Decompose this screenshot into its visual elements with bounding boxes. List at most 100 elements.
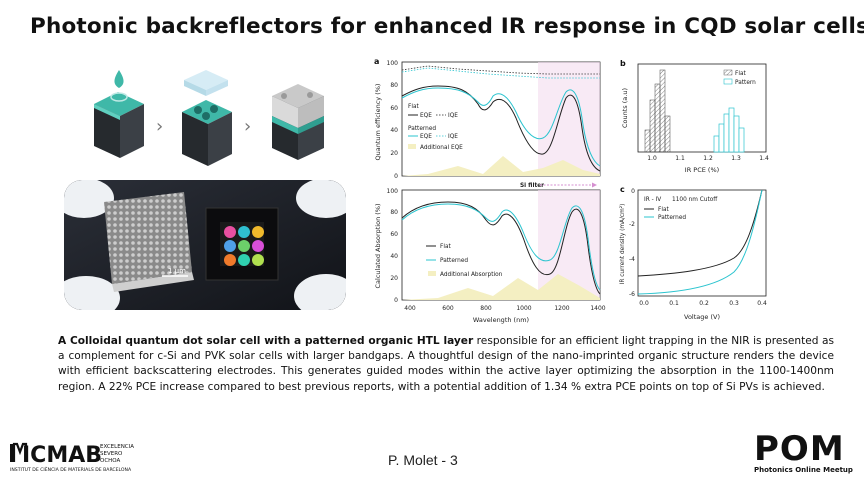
svg-text:1400: 1400 <box>590 305 605 312</box>
panel-a-yticks: 0 20 40 60 80 100 <box>387 60 399 180</box>
svg-text:1200: 1200 <box>554 305 569 312</box>
svg-text:1.3: 1.3 <box>731 155 741 162</box>
svg-text:100: 100 <box>387 60 399 67</box>
panel-c-xlabel: Voltage (V) <box>684 313 720 321</box>
svg-text:Flat: Flat <box>408 104 419 110</box>
svg-text:Patterned: Patterned <box>440 258 468 264</box>
svg-text:1000: 1000 <box>516 305 531 312</box>
panel-a2-calculated-absorption: 0 20 40 60 80 100 400 600 800 1000 1200 … <box>374 188 606 324</box>
svg-text:1.4: 1.4 <box>759 155 769 162</box>
additional-eqe-area <box>402 156 600 176</box>
panel-a2-xlabel: Wavelength (nm) <box>473 316 529 324</box>
svg-text:-6: -6 <box>629 291 635 298</box>
summary-bold-lead: A Colloidal quantum dot solar cell with … <box>58 335 474 347</box>
svg-text:1.0: 1.0 <box>647 155 657 162</box>
panel-b-histogram: b Flat Pattern 1.0 1.1 1.2 1.3 1.4 Count… <box>620 59 769 174</box>
scale-bar-label: 1 μm <box>168 267 186 275</box>
panel-a2-ylabel: Calculated Absorption (%) <box>374 203 382 288</box>
device-cube-2 <box>182 70 232 166</box>
solar-cell-chip <box>205 207 279 281</box>
absorption-flat-line <box>401 201 601 295</box>
svg-text:0.1: 0.1 <box>669 300 679 307</box>
si-filter-region <box>538 62 600 176</box>
svg-text:0.3: 0.3 <box>729 300 739 307</box>
iqe-flat-line <box>401 65 600 75</box>
slide-title: Photonic backreflectors for enhanced IR … <box>30 14 864 39</box>
svg-text:40: 40 <box>390 127 398 134</box>
severo-ochoa-line-2: SEVERO <box>100 451 123 457</box>
svg-text:20: 20 <box>390 150 398 157</box>
icmab-caption: INSTITUT DE CIÈNCIA DE MATERIALS DE BARC… <box>10 465 132 473</box>
svg-text:0: 0 <box>631 188 635 195</box>
svg-text:Additional Absorption: Additional Absorption <box>440 272 503 278</box>
panel-b-xlabel: IR PCE (%) <box>685 166 719 174</box>
svg-text:Flat: Flat <box>735 71 746 77</box>
panel-a2-yticks: 0 20 40 60 80 100 <box>387 188 399 304</box>
svg-text:0: 0 <box>394 297 398 304</box>
arrow-right-icon-2: › <box>244 116 251 137</box>
svg-text:20: 20 <box>390 275 398 282</box>
device-cube-3 <box>272 84 324 160</box>
panel-b-legend: Flat Pattern <box>723 69 756 86</box>
svg-text:IQE: IQE <box>448 113 458 119</box>
svg-text:Patterned: Patterned <box>408 126 436 132</box>
svg-text:0.2: 0.2 <box>699 300 709 307</box>
panel-a2-xticks: 400 600 800 1000 1200 1400 <box>404 305 606 312</box>
additional-absorption-area <box>402 274 600 300</box>
eqe-patterned-line <box>401 87 601 167</box>
panel-b-label: b <box>620 59 626 68</box>
pattern-bars <box>713 107 745 153</box>
panel-a-quantum-efficiency: a 0 20 40 60 80 100 Quantum efficiency (… <box>374 57 601 189</box>
absorption-patterned-line <box>401 203 601 291</box>
svg-text:0: 0 <box>394 173 398 180</box>
icmab-logo-text: ICMAB <box>22 443 102 468</box>
si-filter-label: Si filter <box>520 183 544 189</box>
svg-text:100: 100 <box>387 188 399 195</box>
iqe-patterned-line <box>401 67 600 79</box>
svg-text:0.0: 0.0 <box>639 300 649 307</box>
panel-c-annotation-right: 1100 nm Cutoff <box>672 197 718 203</box>
svg-text:60: 60 <box>390 231 398 238</box>
panel-b-ylabel: Counts (a.u) <box>621 88 629 128</box>
panel-a-label: a <box>374 57 379 66</box>
svg-text:Patterned: Patterned <box>658 215 686 221</box>
svg-text:0.4: 0.4 <box>757 300 767 307</box>
svg-text:-2: -2 <box>629 221 635 228</box>
panel-c-legend: Flat Patterned <box>644 207 686 221</box>
svg-text:-4: -4 <box>629 256 635 263</box>
svg-text:Flat: Flat <box>440 244 451 250</box>
panel-a-ylabel: Quantum efficiency (%) <box>374 84 382 161</box>
summary-body: responsible for an efficient light trapp… <box>58 335 834 393</box>
device-photo: 1 μm <box>64 180 346 310</box>
svg-text:EQE: EQE <box>420 134 432 140</box>
svg-text:Pattern: Pattern <box>735 80 756 86</box>
svg-text:Additional EQE: Additional EQE <box>420 145 463 151</box>
svg-text:400: 400 <box>404 305 416 312</box>
pom-logo: POM Photonics Online Meetup <box>754 429 853 474</box>
pom-logo-text: POM <box>754 429 845 469</box>
panel-c-iv-curve: c IR - IV 1100 nm Cutoff Flat Patterned … <box>619 185 767 321</box>
svg-text:800: 800 <box>480 305 492 312</box>
flat-bars <box>644 69 671 153</box>
svg-text:IQE: IQE <box>448 134 458 140</box>
arrow-right-icon: › <box>156 116 163 137</box>
severo-ochoa-line-1: EXCELENCIA <box>100 444 134 450</box>
iv-patterned-line <box>637 189 763 295</box>
eqe-flat-line <box>401 85 601 172</box>
icmab-logo: ICMAB EXCELENCIA SEVERO OCHOA INSTITUT D… <box>10 442 134 473</box>
svg-text:EQE: EQE <box>420 113 432 119</box>
panel-b-xticks: 1.0 1.1 1.2 1.3 1.4 <box>647 155 769 162</box>
svg-text:80: 80 <box>390 82 398 89</box>
svg-text:1.2: 1.2 <box>703 155 713 162</box>
svg-text:80: 80 <box>390 209 398 216</box>
panel-c-label: c <box>620 185 625 194</box>
device-cube-1 <box>94 70 144 158</box>
summary-paragraph: A Colloidal quantum dot solar cell with … <box>58 334 834 395</box>
pom-caption: Photonics Online Meetup <box>754 466 853 474</box>
svg-text:600: 600 <box>442 305 454 312</box>
panel-c-yticks: -6 -4 -2 0 <box>629 188 635 298</box>
svg-text:Flat: Flat <box>658 207 669 213</box>
panel-a-legend: Flat EQE IQE Patterned EQE IQE Additiona… <box>408 104 463 151</box>
iv-flat-line <box>637 189 763 277</box>
speaker-page-label: P. Molet - 3 <box>388 452 458 468</box>
